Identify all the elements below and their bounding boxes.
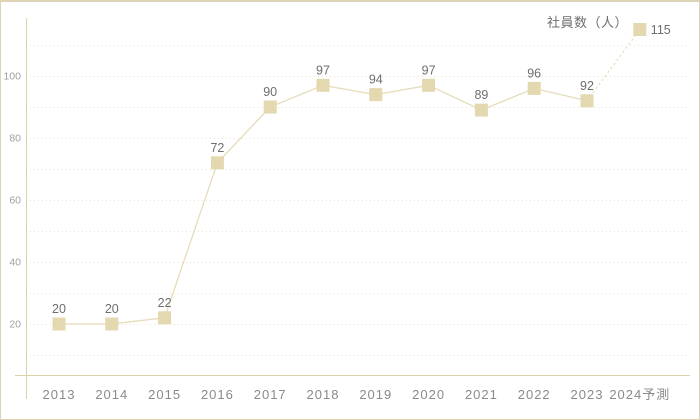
data-label: 115 bbox=[651, 23, 671, 37]
data-point-marker bbox=[527, 81, 541, 95]
data-label: 72 bbox=[210, 141, 224, 155]
legend-label: 社員数（人） bbox=[547, 15, 629, 30]
x-tick-label: 2020 bbox=[412, 387, 445, 402]
data-label: 20 bbox=[52, 302, 66, 316]
data-point-marker bbox=[580, 94, 594, 108]
series-line-solid bbox=[59, 84, 588, 325]
x-tick-label: 2017 bbox=[254, 387, 287, 402]
data-label: 92 bbox=[580, 79, 594, 93]
data-label: 94 bbox=[369, 73, 383, 87]
data-point-marker bbox=[316, 78, 330, 92]
data-point-marker bbox=[52, 317, 66, 331]
data-label: 97 bbox=[316, 63, 330, 77]
data-point-marker bbox=[263, 100, 277, 114]
data-point-marker bbox=[633, 23, 647, 36]
x-tick-label: 2019 bbox=[359, 387, 392, 402]
series-line-forecast bbox=[586, 29, 641, 102]
x-tick-label: 2021 bbox=[465, 387, 498, 402]
data-label: 89 bbox=[474, 88, 488, 102]
data-point-marker bbox=[210, 156, 224, 170]
y-tick-label: 80 bbox=[9, 133, 21, 145]
data-label: 97 bbox=[422, 63, 436, 77]
x-tick-label: 2018 bbox=[307, 387, 340, 402]
data-point-marker bbox=[105, 317, 119, 331]
y-tick-label: 100 bbox=[3, 71, 21, 83]
y-tick-label: 20 bbox=[9, 319, 21, 331]
y-tick-label: 40 bbox=[9, 257, 21, 269]
x-tick-label: 2015 bbox=[148, 387, 181, 402]
x-tick-label: 2013 bbox=[43, 387, 76, 402]
x-tick-label: 2014 bbox=[95, 387, 128, 402]
data-point-marker bbox=[158, 311, 172, 325]
y-tick-label: 60 bbox=[9, 195, 21, 207]
data-point-marker bbox=[369, 88, 383, 102]
x-tick-label: 2022 bbox=[518, 387, 551, 402]
x-tick-label: 2023 bbox=[571, 387, 604, 402]
x-tick-label: 2024予測 bbox=[609, 387, 670, 402]
data-point-marker bbox=[474, 103, 488, 117]
data-label: 96 bbox=[527, 66, 541, 80]
data-label: 20 bbox=[105, 302, 119, 316]
data-label: 90 bbox=[263, 85, 277, 99]
data-point-marker bbox=[422, 78, 436, 92]
data-label: 22 bbox=[158, 296, 172, 310]
x-tick-label: 2016 bbox=[201, 387, 234, 402]
